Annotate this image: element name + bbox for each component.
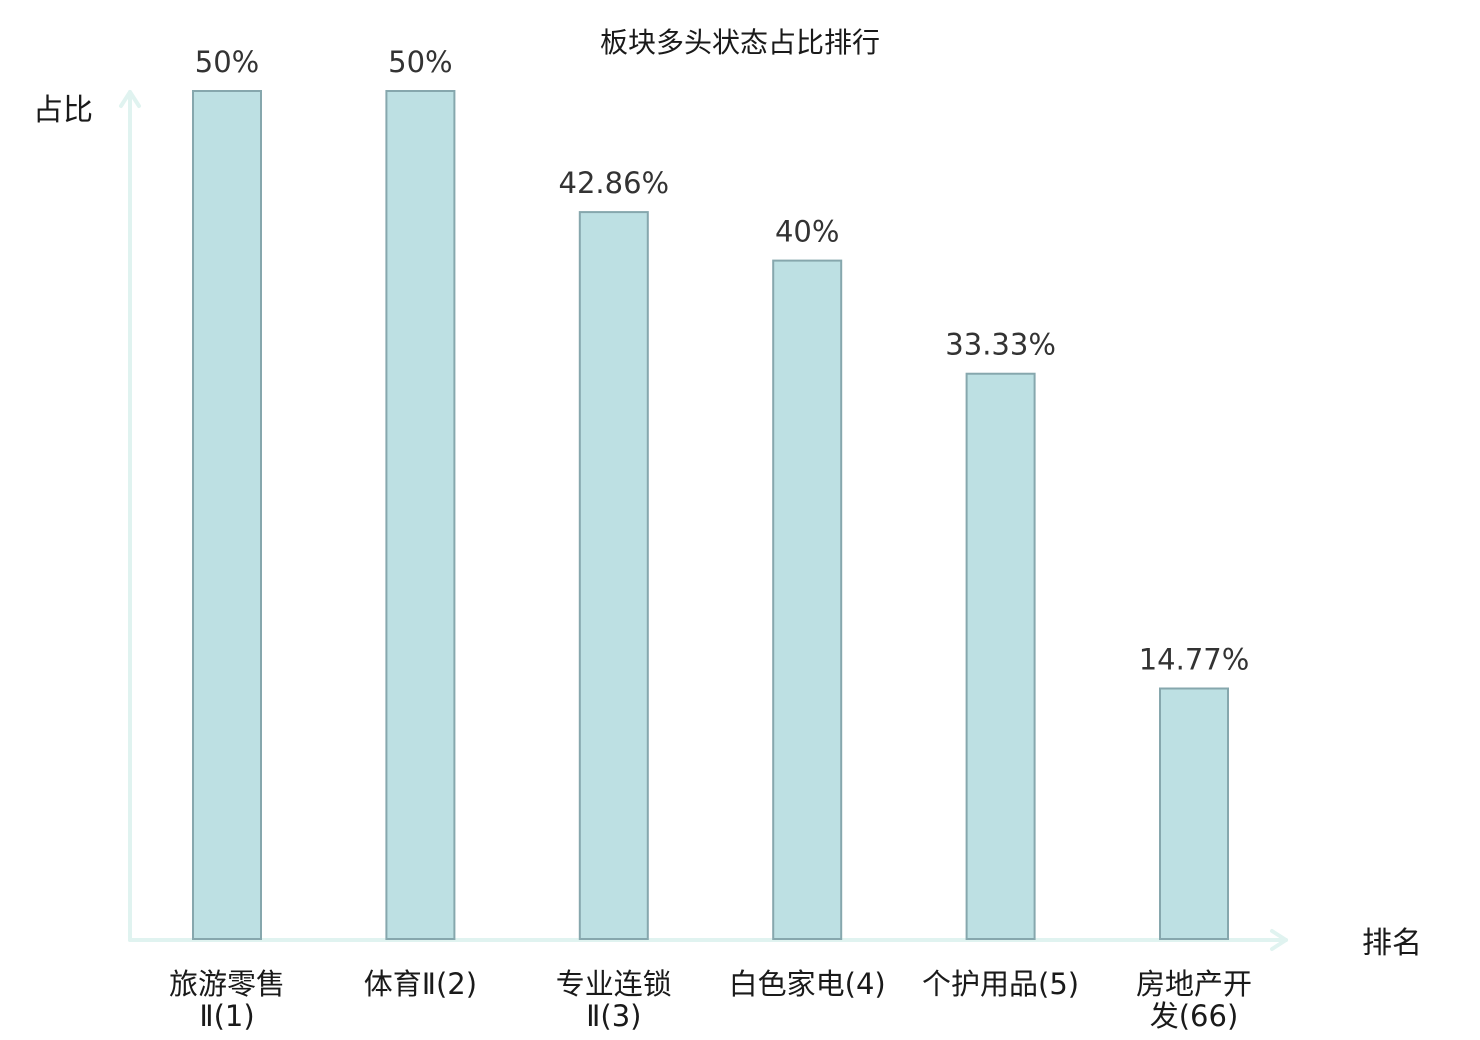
y-axis-label: 占比 [33, 93, 93, 128]
bar [965, 372, 1036, 940]
value-label: 42.86% [559, 166, 670, 200]
value-label: 40% [775, 215, 839, 249]
y-axis-arrow [119, 90, 141, 108]
category-label: 白色家电(4) [729, 967, 886, 1001]
category-label: Ⅱ(1) [199, 999, 254, 1033]
axes [119, 90, 1288, 951]
bar [385, 90, 456, 940]
category-label: 专业连锁 [556, 967, 672, 1001]
category-label: 旅游零售 [169, 967, 285, 1001]
category-label: 体育Ⅱ(2) [364, 967, 477, 1001]
value-label: 14.77% [1139, 643, 1250, 677]
category-label: 房地产开 [1136, 967, 1252, 1001]
bar [772, 259, 843, 941]
value-labels: 50% 50% 42.86% 40% 33.33% 14.77% [195, 45, 1250, 677]
bars [192, 90, 1229, 941]
value-label: 50% [388, 45, 452, 79]
bar [192, 90, 262, 940]
value-label: 50% [195, 45, 259, 79]
bar [1159, 687, 1229, 940]
category-label: 个护用品(5) [922, 967, 1079, 1001]
category-label: Ⅱ(3) [586, 999, 641, 1033]
x-axis-arrow [1270, 929, 1288, 951]
value-label: 33.33% [945, 328, 1056, 362]
x-axis-label: 排名 [1362, 926, 1422, 961]
chart-title: 板块多头状态占比排行 [600, 26, 880, 59]
category-label: 发(66) [1150, 999, 1239, 1033]
bar [578, 211, 649, 940]
